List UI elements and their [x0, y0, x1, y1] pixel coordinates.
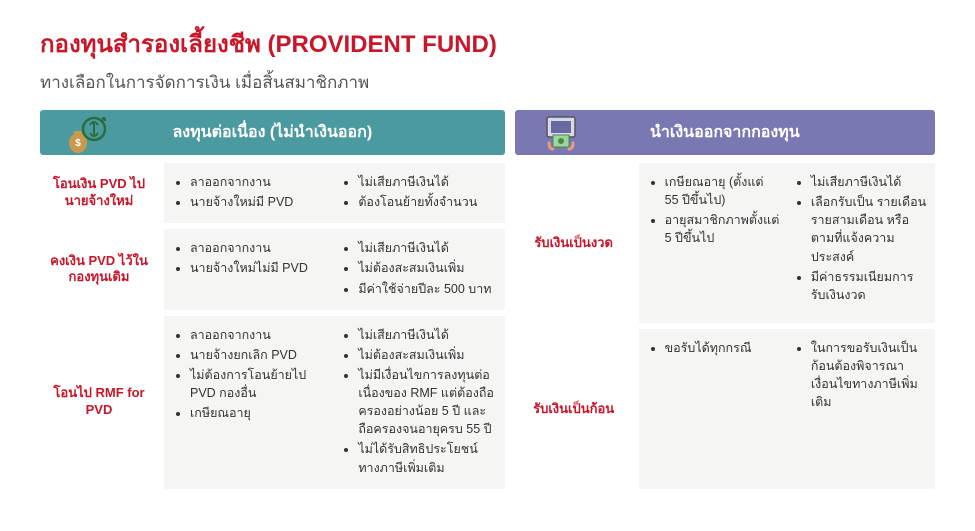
left-section: โอนไป RMF for PVDลาออกจากงานนายจ้างยกเลิ…: [40, 316, 505, 489]
bullet-list: ไม่เสียภาษีเงินได้เลือกรับเป็น รายเดือน …: [793, 173, 927, 304]
right-header: นำเงินออกจากกองทุน: [515, 110, 935, 155]
left-header: $ ลงทุนต่อเนื่อง (ไม่นำเงินออก): [40, 110, 505, 155]
bullet-item: ไม่เสียภาษีเงินได้: [358, 326, 496, 344]
bullet-item: ไม่เสียภาษีเงินได้: [811, 173, 927, 191]
bullet-column: ลาออกจากงานนายจ้างยกเลิก PVD ไม่ต้องการโอ…: [172, 326, 328, 479]
bullet-column: ไม่เสียภาษีเงินได้ไม่ต้องสะสมเงินเพิ่มมี…: [340, 239, 496, 299]
bullet-item: ไม่ได้รับสิทธิประโยชน์ทางภาษีเพิ่มเติม: [358, 440, 496, 476]
bullet-item: อายุสมาชิกภาพตั้งแต่ 5 ปีขึ้นไป: [665, 211, 781, 247]
bullet-list: ไม่เสียภาษีเงินได้ต้องโอนย้ายทั้งจำนวน: [340, 173, 496, 211]
bullet-item: เกษียณอายุ (ตั้งแต่ 55 ปีขึ้นไป): [665, 173, 781, 209]
bullet-item: ไม่มีเงื่อนไขการลงทุนต่อเนื่องของ RMF แต…: [358, 366, 496, 439]
bullet-item: มีค่าธรรมเนียมการรับเงินงวด: [811, 268, 927, 304]
bullet-item: ลาออกจากงาน: [190, 326, 328, 344]
page-subtitle: ทางเลือกในการจัดการเงิน เมื่อสิ้นสมาชิกภ…: [40, 69, 935, 96]
bullet-list: เกษียณอายุ (ตั้งแต่ 55 ปีขึ้นไป)อายุสมาช…: [647, 173, 781, 248]
bullet-item: มีค่าใช้จ่ายปีละ 500 บาท: [358, 280, 496, 298]
bullet-list: ไม่เสียภาษีเงินได้ไม่ต้องสะสมเงินเพิ่มมี…: [340, 239, 496, 297]
bullet-item: ต้องโอนย้ายทั้งจำนวน: [358, 193, 496, 211]
left-sections: โอนเงิน PVD ไปนายจ้างใหม่ลาออกจากงานนายจ…: [40, 163, 505, 489]
bullet-column: ไม่เสียภาษีเงินได้ต้องโอนย้ายทั้งจำนวน: [340, 173, 496, 213]
right-section: รับเงินเป็นก้อน ขอรับได้ทุกกรณี ในการขอรับ…: [515, 329, 935, 489]
bullet-item: ไม่เสียภาษีเงินได้: [358, 173, 496, 191]
bullet-column: ไม่เสียภาษีเงินได้เลือกรับเป็น รายเดือน …: [793, 173, 927, 313]
section-label: คงเงิน PVD ไว้ในกองทุนเดิม: [40, 229, 158, 309]
bullet-column: ลาออกจากงานนายจ้างใหม่มี PVD: [172, 173, 328, 213]
section-content: ลาออกจากงานนายจ้างใหม่ไม่มี PVD ไม่เสียภา…: [164, 229, 505, 309]
section-label: โอนไป RMF for PVD: [40, 316, 158, 489]
left-header-text: ลงทุนต่อเนื่อง (ไม่นำเงินออก): [172, 124, 372, 141]
right-column: นำเงินออกจากกองทุน รับเงินเป็นงวดเกษียณอ…: [515, 110, 935, 495]
section-label: รับเงินเป็นงวด: [515, 163, 633, 323]
bullet-column: ขอรับได้ทุกกรณี: [647, 339, 781, 479]
bullet-item: ลาออกจากงาน: [190, 239, 328, 257]
bullet-column: ในการขอรับเงินเป็นก้อนต้องพิจารณาเงื่อนไ…: [793, 339, 927, 479]
bullet-column: ลาออกจากงานนายจ้างใหม่ไม่มี PVD: [172, 239, 328, 299]
bullet-item: ไม่ต้องสะสมเงินเพิ่ม: [358, 346, 496, 364]
section-content: ลาออกจากงานนายจ้างใหม่มี PVD ไม่เสียภาษีเ…: [164, 163, 505, 223]
bullet-item: ในการขอรับเงินเป็นก้อนต้องพิจารณาเงื่อนไ…: [811, 339, 927, 412]
right-header-text: นำเงินออกจากกองทุน: [650, 124, 800, 141]
left-column: $ ลงทุนต่อเนื่อง (ไม่นำเงินออก) โอนเงิน …: [40, 110, 505, 495]
bullet-list: ลาออกจากงานนายจ้างใหม่มี PVD: [172, 173, 328, 211]
section-label: รับเงินเป็นก้อน: [515, 329, 633, 489]
left-section: โอนเงิน PVD ไปนายจ้างใหม่ลาออกจากงานนายจ…: [40, 163, 505, 223]
columns-container: $ ลงทุนต่อเนื่อง (ไม่นำเงินออก) โอนเงิน …: [40, 110, 935, 495]
bullet-item: ไม่เสียภาษีเงินได้: [358, 239, 496, 257]
bullet-list: ลาออกจากงานนายจ้างยกเลิก PVD ไม่ต้องการโอ…: [172, 326, 328, 423]
right-section: รับเงินเป็นงวดเกษียณอายุ (ตั้งแต่ 55 ปีข…: [515, 163, 935, 323]
section-content: ขอรับได้ทุกกรณี ในการขอรับเงินเป็นก้อนต้อ…: [639, 329, 935, 489]
bullet-item: ไม่ต้องการโอนย้ายไป PVD กองอื่น: [190, 366, 328, 402]
section-label: โอนเงิน PVD ไปนายจ้างใหม่: [40, 163, 158, 223]
bullet-item: นายจ้างใหม่มี PVD: [190, 193, 328, 211]
left-section: คงเงิน PVD ไว้ในกองทุนเดิมลาออกจากงานนาย…: [40, 229, 505, 309]
invest-icon: $: [64, 111, 108, 155]
right-sections: รับเงินเป็นงวดเกษียณอายุ (ตั้งแต่ 55 ปีข…: [515, 163, 935, 489]
section-content: เกษียณอายุ (ตั้งแต่ 55 ปีขึ้นไป)อายุสมาช…: [639, 163, 935, 323]
bullet-item: ลาออกจากงาน: [190, 173, 328, 191]
bullet-item: เลือกรับเป็น รายเดือน รายสามเดือน หรือ ต…: [811, 193, 927, 266]
bullet-list: ในการขอรับเงินเป็นก้อนต้องพิจารณาเงื่อนไ…: [793, 339, 927, 412]
bullet-item: นายจ้างใหม่ไม่มี PVD: [190, 259, 328, 277]
bullet-item: เกษียณอายุ: [190, 404, 328, 422]
bullet-list: ขอรับได้ทุกกรณี: [647, 339, 781, 357]
bullet-column: ไม่เสียภาษีเงินได้ไม่ต้องสะสมเงินเพิ่มไม…: [340, 326, 496, 479]
bullet-list: ไม่เสียภาษีเงินได้ไม่ต้องสะสมเงินเพิ่มไม…: [340, 326, 496, 477]
atm-icon: [539, 111, 583, 155]
bullet-column: เกษียณอายุ (ตั้งแต่ 55 ปีขึ้นไป)อายุสมาช…: [647, 173, 781, 313]
svg-text:$: $: [75, 138, 81, 149]
section-content: ลาออกจากงานนายจ้างยกเลิก PVD ไม่ต้องการโอ…: [164, 316, 505, 489]
bullet-list: ลาออกจากงานนายจ้างใหม่ไม่มี PVD: [172, 239, 328, 277]
bullet-item: ขอรับได้ทุกกรณี: [665, 339, 781, 357]
page-title: กองทุนสำรองเลี้ยงชีพ (PROVIDENT FUND): [40, 24, 935, 63]
bullet-item: ไม่ต้องสะสมเงินเพิ่ม: [358, 259, 496, 277]
bullet-item: นายจ้างยกเลิก PVD: [190, 346, 328, 364]
